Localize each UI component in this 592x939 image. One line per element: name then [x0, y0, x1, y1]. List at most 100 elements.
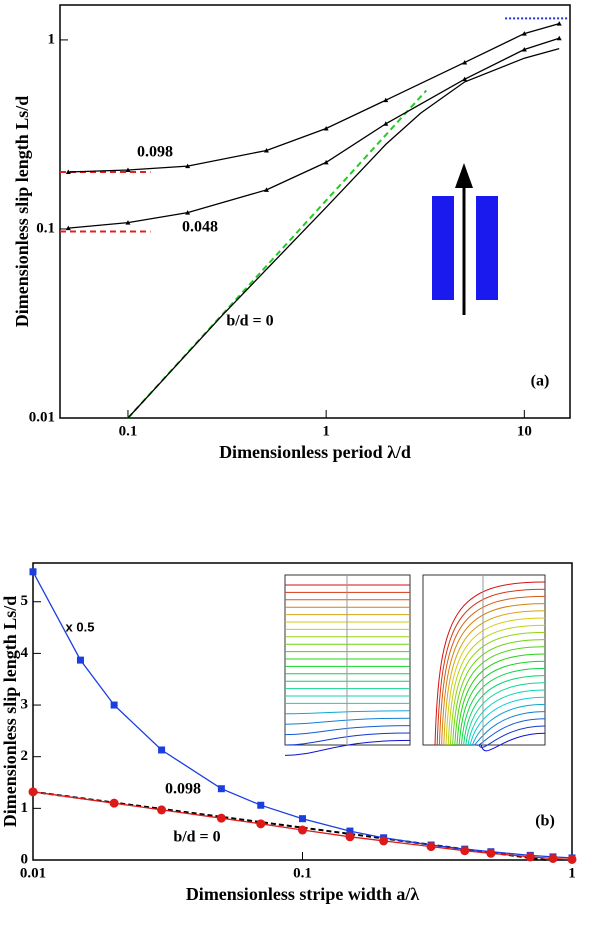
marker [28, 787, 38, 797]
contour-line [447, 624, 546, 746]
marker [548, 853, 558, 863]
y-tick-label: 0.1 [36, 220, 55, 236]
y-tick-label: 1 [21, 800, 29, 816]
contour-line [454, 646, 546, 746]
series-line [127, 47, 560, 419]
y-tick-label: 0 [21, 851, 29, 867]
contour-line [478, 725, 546, 748]
contour-line [458, 660, 546, 746]
marker [217, 785, 225, 793]
marker [460, 846, 470, 856]
y-tick-label: 0.01 [29, 409, 55, 425]
x-tick-label: 1 [568, 865, 576, 881]
stripe-icon [432, 196, 454, 300]
marker [157, 805, 167, 815]
marker [426, 842, 436, 852]
y-tick-label: 4 [21, 645, 29, 661]
contour-line [469, 696, 546, 746]
annotation: (a) [531, 373, 550, 390]
marker [263, 187, 269, 192]
marker [65, 225, 71, 231]
contour-line [438, 595, 546, 746]
marker [379, 836, 389, 846]
marker [256, 819, 266, 829]
annotation: b/d = 0 [226, 313, 273, 330]
contour-line [284, 732, 411, 746]
contour-line [436, 588, 546, 746]
marker [216, 813, 226, 823]
x-tick-label: 0.1 [293, 865, 312, 881]
x-tick-label: 0.01 [20, 865, 46, 881]
contour-line [445, 617, 546, 746]
contour-line [449, 631, 546, 746]
marker [29, 568, 37, 576]
annotation: 0.098 [165, 781, 201, 798]
marker [110, 701, 118, 709]
contour-line [284, 739, 411, 756]
contour-line [460, 667, 546, 746]
marker [125, 220, 131, 225]
stripe-icon [476, 196, 498, 300]
contour-line [480, 732, 546, 752]
marker [257, 801, 265, 809]
contour-line [465, 682, 546, 746]
y-axis-label: Dimensionless slip length Ls/d [12, 96, 32, 328]
annotation: 0.048 [182, 219, 218, 236]
marker [346, 827, 354, 835]
y-tick-label: 5 [21, 593, 29, 609]
insets [284, 574, 546, 756]
marker [556, 35, 562, 41]
annotation: x 0.5 [66, 619, 95, 634]
decoration [432, 163, 498, 315]
contour-line [456, 653, 546, 746]
marker [298, 825, 307, 835]
arrow-head [455, 163, 473, 188]
marker [462, 76, 468, 82]
panel: 0.1 1 10 0.01 0.1 1 Dimensionless period λ/d Di… [12, 4, 571, 462]
contour-line [284, 710, 411, 715]
marker [383, 121, 389, 126]
x-axis-label: Dimensionless period λ/d [219, 442, 411, 462]
marker [556, 21, 562, 26]
contour-line [284, 725, 411, 736]
contour-line [476, 718, 546, 746]
marker [185, 210, 191, 215]
y-axis-label: Dimensionless slip length Ls/d [0, 596, 20, 828]
y-tick-label: 2 [21, 748, 29, 764]
annotation: 0.098 [137, 144, 173, 161]
marker [486, 848, 496, 858]
reference-line [32, 790, 547, 861]
marker [299, 815, 306, 823]
x-tick-label: 1 [322, 423, 330, 439]
marker [567, 854, 577, 864]
marker [263, 148, 269, 153]
marker [521, 31, 527, 36]
x-tick-label: 0.1 [119, 423, 138, 439]
contour-line [441, 603, 546, 746]
marker [521, 46, 527, 52]
marker [65, 169, 71, 175]
x-axis-label: Dimensionless stripe width a/λ [186, 884, 420, 904]
annotation: b/d = 0 [173, 829, 220, 846]
contour-line [434, 581, 546, 746]
marker [125, 167, 131, 173]
plot-frame [59, 4, 571, 419]
marker [158, 746, 166, 754]
annotation: (b) [535, 813, 555, 830]
marker [185, 163, 191, 169]
marker [345, 832, 355, 842]
marker [525, 852, 535, 862]
panel: 0.01 0.1 1 0 1 2 3 4 5 Dimensionless stripe width… [0, 562, 577, 904]
y-tick-label: 3 [21, 696, 29, 712]
marker [76, 656, 84, 664]
contour-line [443, 610, 546, 746]
marker [462, 59, 468, 65]
marker [109, 798, 119, 808]
contour-line [471, 703, 546, 746]
series-line [32, 791, 573, 861]
marker [323, 159, 329, 165]
marker [383, 97, 389, 103]
contour-line [452, 639, 546, 746]
x-tick-label: 10 [517, 423, 532, 439]
